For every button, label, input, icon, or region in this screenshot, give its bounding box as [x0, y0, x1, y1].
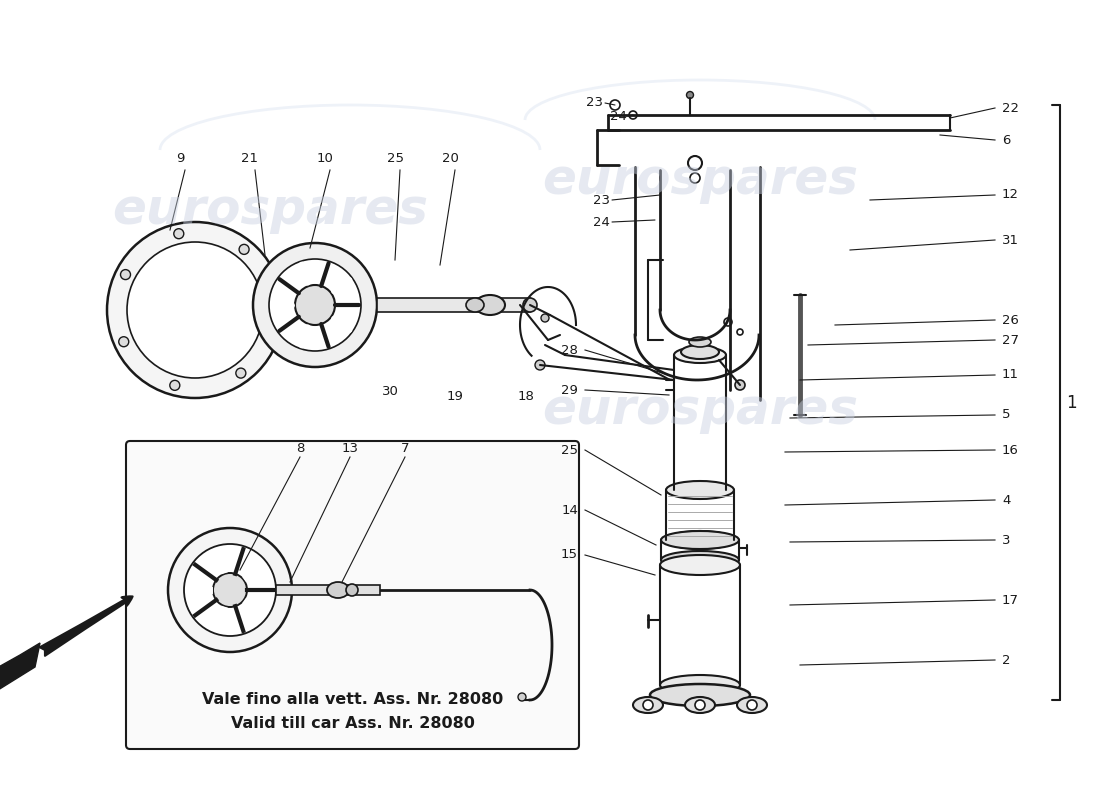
- Circle shape: [168, 528, 292, 652]
- Ellipse shape: [666, 531, 734, 549]
- Circle shape: [686, 91, 693, 98]
- Text: 3: 3: [1002, 534, 1011, 546]
- Text: 25: 25: [386, 152, 404, 165]
- Text: 17: 17: [1002, 594, 1019, 606]
- Text: 29: 29: [561, 383, 578, 397]
- Bar: [276, 585, 380, 595]
- Text: 21: 21: [242, 152, 258, 165]
- Text: 31: 31: [1002, 234, 1019, 246]
- Text: 10: 10: [317, 152, 333, 165]
- Ellipse shape: [475, 295, 505, 315]
- Text: eurospares: eurospares: [542, 156, 858, 204]
- Circle shape: [107, 222, 283, 398]
- Text: 4: 4: [1002, 494, 1011, 506]
- Circle shape: [295, 285, 336, 325]
- Ellipse shape: [674, 347, 726, 363]
- Circle shape: [270, 259, 361, 351]
- Ellipse shape: [650, 684, 750, 706]
- Circle shape: [184, 544, 276, 636]
- Text: 24: 24: [610, 110, 627, 122]
- Circle shape: [213, 573, 248, 607]
- Ellipse shape: [674, 482, 726, 498]
- Text: 2: 2: [1002, 654, 1011, 666]
- Ellipse shape: [685, 697, 715, 713]
- Circle shape: [541, 314, 549, 322]
- Ellipse shape: [666, 481, 734, 499]
- Text: 12: 12: [1002, 189, 1019, 202]
- Text: 22: 22: [1002, 102, 1019, 114]
- Text: 23: 23: [586, 97, 603, 110]
- Text: 13: 13: [341, 442, 359, 455]
- Circle shape: [235, 368, 245, 378]
- Ellipse shape: [632, 697, 663, 713]
- Text: 14: 14: [561, 503, 578, 517]
- Text: 5: 5: [1002, 409, 1011, 422]
- Ellipse shape: [466, 298, 484, 312]
- Text: 30: 30: [382, 385, 398, 398]
- Circle shape: [119, 337, 129, 346]
- Text: 7: 7: [400, 442, 409, 455]
- Ellipse shape: [689, 337, 711, 347]
- Text: 1: 1: [1066, 394, 1077, 411]
- Text: 26: 26: [1002, 314, 1019, 326]
- Circle shape: [121, 270, 131, 279]
- Circle shape: [644, 700, 653, 710]
- Circle shape: [518, 693, 526, 701]
- Text: 8: 8: [296, 442, 305, 455]
- Circle shape: [239, 244, 249, 254]
- Text: 6: 6: [1002, 134, 1011, 146]
- Text: 16: 16: [1002, 443, 1019, 457]
- Text: 20: 20: [441, 152, 459, 165]
- Text: 28: 28: [561, 343, 578, 357]
- Text: 15: 15: [561, 549, 578, 562]
- Text: 11: 11: [1002, 369, 1019, 382]
- Text: 24: 24: [593, 215, 611, 229]
- Circle shape: [735, 380, 745, 390]
- Polygon shape: [0, 643, 40, 695]
- Text: 27: 27: [1002, 334, 1019, 346]
- Circle shape: [253, 243, 377, 367]
- Ellipse shape: [661, 531, 739, 549]
- Circle shape: [268, 309, 278, 319]
- Text: eurospares: eurospares: [542, 386, 858, 434]
- FancyBboxPatch shape: [126, 441, 579, 749]
- Text: Vale fino alla vett. Ass. Nr. 28080: Vale fino alla vett. Ass. Nr. 28080: [202, 693, 503, 707]
- Circle shape: [268, 305, 278, 315]
- Ellipse shape: [660, 555, 740, 575]
- Text: 18: 18: [518, 390, 535, 403]
- Ellipse shape: [661, 551, 739, 569]
- Bar: [377, 298, 530, 312]
- Ellipse shape: [346, 584, 358, 596]
- Text: Valid till car Ass. Nr. 28080: Valid till car Ass. Nr. 28080: [231, 715, 474, 730]
- Text: 9: 9: [176, 152, 184, 165]
- Circle shape: [522, 298, 537, 312]
- Circle shape: [169, 380, 179, 390]
- Ellipse shape: [327, 582, 349, 598]
- Circle shape: [535, 360, 544, 370]
- Circle shape: [747, 700, 757, 710]
- Text: 19: 19: [447, 390, 463, 403]
- Text: 23: 23: [593, 194, 611, 206]
- Ellipse shape: [681, 345, 719, 359]
- Text: 25: 25: [561, 443, 578, 457]
- Text: eurospares: eurospares: [112, 186, 428, 234]
- Ellipse shape: [737, 697, 767, 713]
- Circle shape: [174, 229, 184, 238]
- Circle shape: [126, 242, 263, 378]
- Ellipse shape: [660, 675, 740, 695]
- Circle shape: [695, 700, 705, 710]
